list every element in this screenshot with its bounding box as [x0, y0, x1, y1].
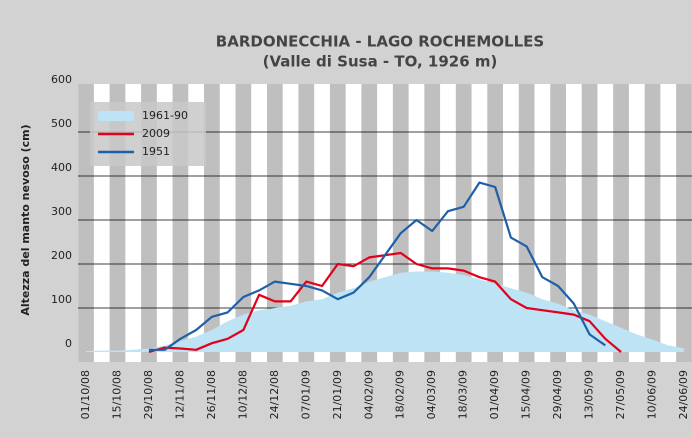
legend-swatch — [98, 111, 134, 121]
x-tick-label: 24/12/08 — [268, 370, 281, 419]
x-tick-label: 15/10/08 — [110, 370, 123, 419]
legend-label: 1951 — [142, 145, 170, 158]
x-tick-label: 29/04/09 — [551, 370, 564, 419]
x-tick-label: 04/03/09 — [425, 370, 438, 419]
y-axis-label: Altezza del manto nevoso (cm) — [19, 124, 32, 315]
x-tick-label: 29/10/08 — [142, 370, 155, 419]
x-tick-label: 01/04/09 — [488, 370, 501, 419]
y-tick-label: 0 — [65, 337, 72, 350]
stripe — [550, 84, 566, 362]
stripe — [581, 84, 598, 362]
chart-title: BARDONECCHIA - LAGO ROCHEMOLLES — [216, 33, 544, 51]
y-tick-label: 200 — [51, 249, 72, 262]
x-tick-label: 24/06/09 — [677, 370, 690, 419]
y-tick-label: 600 — [51, 73, 72, 86]
y-tick-label: 300 — [51, 205, 72, 218]
area — [86, 271, 684, 352]
x-tick-label: 15/04/09 — [520, 370, 533, 419]
x-tick-label: 26/11/08 — [205, 370, 218, 419]
stripe — [78, 84, 94, 362]
stripe — [235, 84, 252, 362]
stripe — [266, 84, 283, 362]
x-tick-label: 13/05/09 — [583, 370, 596, 419]
x-tick-label: 18/02/09 — [394, 370, 407, 419]
x-tick-label: 10/06/09 — [646, 370, 659, 419]
y-tick-label: 500 — [51, 117, 72, 130]
line — [148, 181, 606, 351]
x-tick-label: 12/11/08 — [173, 370, 186, 419]
x-tick-label: 21/01/09 — [331, 370, 344, 419]
stripe — [613, 84, 629, 362]
stripe — [204, 84, 220, 362]
y-tick-label: 100 — [51, 293, 72, 306]
x-tick-label: 18/03/09 — [457, 370, 470, 419]
x-tick-label: 01/10/08 — [79, 370, 92, 419]
y-tick-label: 400 — [51, 161, 72, 174]
x-tick-label: 04/02/09 — [362, 370, 375, 419]
x-tick-label: 10/12/08 — [236, 370, 249, 419]
x-tick-label: 27/05/09 — [614, 370, 627, 419]
stripe — [676, 84, 692, 362]
legend-label: 2009 — [142, 127, 170, 140]
chart-subtitle: (Valle di Susa - TO, 1926 m) — [263, 53, 498, 71]
x-tick-label: 07/01/09 — [299, 370, 312, 419]
stripe — [298, 84, 315, 362]
legend-label: 1961-90 — [142, 109, 188, 122]
stripe — [644, 84, 661, 362]
